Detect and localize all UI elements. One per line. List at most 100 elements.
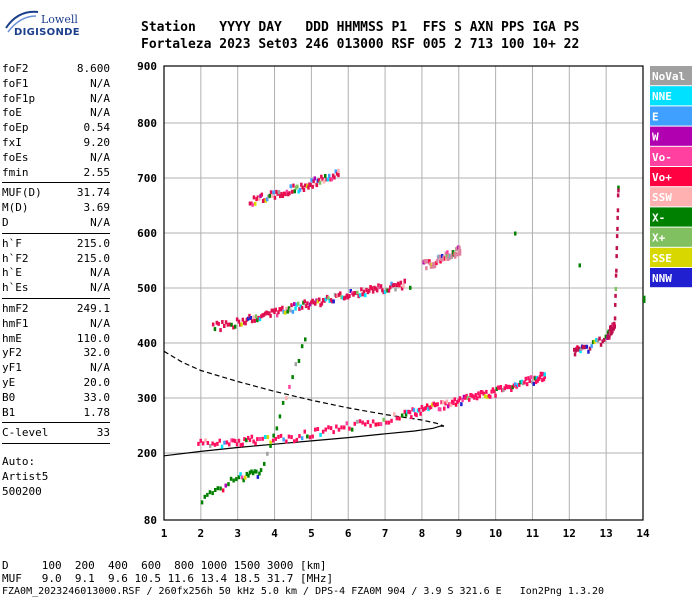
legend-swatch-x — [650, 227, 692, 247]
echo-mark — [516, 383, 520, 388]
echo-mark — [279, 194, 282, 199]
echo-mark — [272, 190, 275, 195]
echo-mark — [614, 273, 618, 278]
echo-mark — [421, 407, 425, 412]
echo-mark — [320, 301, 324, 306]
echo-mark — [357, 294, 360, 299]
echo-mark — [609, 331, 613, 336]
echo-mark — [295, 302, 299, 307]
echo-mark — [335, 424, 338, 429]
echo-mark — [315, 298, 318, 303]
echo-mark — [302, 300, 305, 305]
echo-mark — [230, 438, 233, 443]
echo-mark — [277, 434, 280, 439]
echo-mark — [502, 388, 505, 392]
y-tick-label: 200 — [137, 447, 157, 460]
echo-mark — [518, 382, 521, 387]
echo-mark — [333, 292, 337, 297]
echo-mark — [607, 329, 610, 334]
echo-mark — [299, 304, 302, 309]
echo-mark — [263, 198, 266, 203]
echo-mark — [411, 407, 414, 412]
echo-mark — [356, 419, 359, 424]
echo-mark — [507, 384, 510, 389]
echo-mark — [608, 329, 612, 334]
echo-mark — [353, 421, 356, 426]
param-value: N/A — [90, 281, 110, 295]
echo-mark — [261, 436, 264, 441]
echo-mark — [336, 293, 339, 298]
param-value: 33.0 — [83, 390, 111, 404]
echo-mark — [270, 308, 274, 313]
echo-mark — [465, 393, 468, 398]
echo-mark — [300, 344, 304, 349]
echo-mark — [337, 168, 340, 173]
x-tick-label: 7 — [382, 527, 389, 540]
echo-mark — [508, 385, 512, 390]
echo-mark — [256, 195, 260, 200]
echo-mark — [321, 177, 324, 182]
echo-mark — [248, 438, 252, 443]
echo-mark — [426, 259, 430, 263]
echo-mark — [296, 184, 299, 189]
param-row-ye: yE 20.0 — [2, 376, 110, 391]
echo-mark — [346, 295, 350, 300]
param-row-foes: foEs N/A — [2, 151, 110, 166]
echo-mark — [454, 254, 457, 259]
echo-mark — [455, 246, 459, 251]
echo-mark — [285, 189, 289, 194]
param-name: h`Es — [2, 281, 29, 295]
echo-mark — [612, 326, 615, 331]
echo-mark — [203, 494, 206, 499]
echo-mark — [264, 198, 267, 203]
echo-mark — [293, 302, 296, 307]
echo-mark — [578, 346, 581, 351]
echo-mark — [213, 442, 217, 447]
param-name: foF1 — [2, 76, 29, 90]
echo-mark — [436, 259, 439, 263]
echo-mark — [256, 437, 259, 442]
echo-mark — [278, 307, 281, 312]
echo-mark — [337, 292, 341, 297]
lowell-digisonde-logo: Lowell DIGISONDE — [2, 6, 82, 42]
echo-mark — [259, 468, 263, 473]
echo-mark — [235, 477, 238, 482]
echo-mark — [341, 295, 345, 300]
echo-mark — [291, 375, 294, 380]
echo-mark — [436, 255, 440, 260]
echo-mark — [403, 409, 406, 414]
echo-mark — [221, 320, 224, 324]
echo-mark — [446, 404, 450, 409]
legend-label: NNW — [652, 272, 672, 285]
echo-mark — [494, 393, 497, 398]
echo-mark — [354, 291, 358, 296]
param-value: 8.600 — [76, 62, 110, 75]
param-row-yf1: yF1 N/A — [2, 361, 110, 376]
echo-mark — [643, 299, 646, 303]
echo-mark — [581, 345, 585, 350]
echo-mark — [249, 316, 252, 320]
echo-mark — [214, 488, 217, 492]
echo-mark — [260, 192, 264, 197]
echo-mark — [495, 386, 499, 391]
param-name: foEp — [2, 121, 29, 135]
auto-version: 500200 — [2, 484, 42, 498]
x-tick-label: 11 — [526, 527, 540, 540]
echo-mark — [291, 309, 295, 314]
echo-mark — [269, 190, 273, 195]
param-value: N/A — [90, 215, 110, 229]
echo-mark — [383, 289, 387, 294]
echo-mark — [340, 295, 343, 300]
echo-mark — [254, 201, 257, 206]
echo-mark — [228, 322, 231, 327]
echo-mark — [616, 226, 619, 231]
echo-mark — [580, 347, 583, 351]
echo-mark — [468, 397, 471, 402]
y-tick-label: 500 — [137, 282, 157, 295]
echo-mark — [306, 301, 309, 306]
param-value: 110.0 — [76, 331, 110, 345]
echo-mark — [414, 412, 417, 417]
param-row-hf2: h`F2 215.0 — [2, 252, 110, 267]
echo-mark — [290, 435, 293, 440]
echo-mark — [311, 184, 314, 189]
